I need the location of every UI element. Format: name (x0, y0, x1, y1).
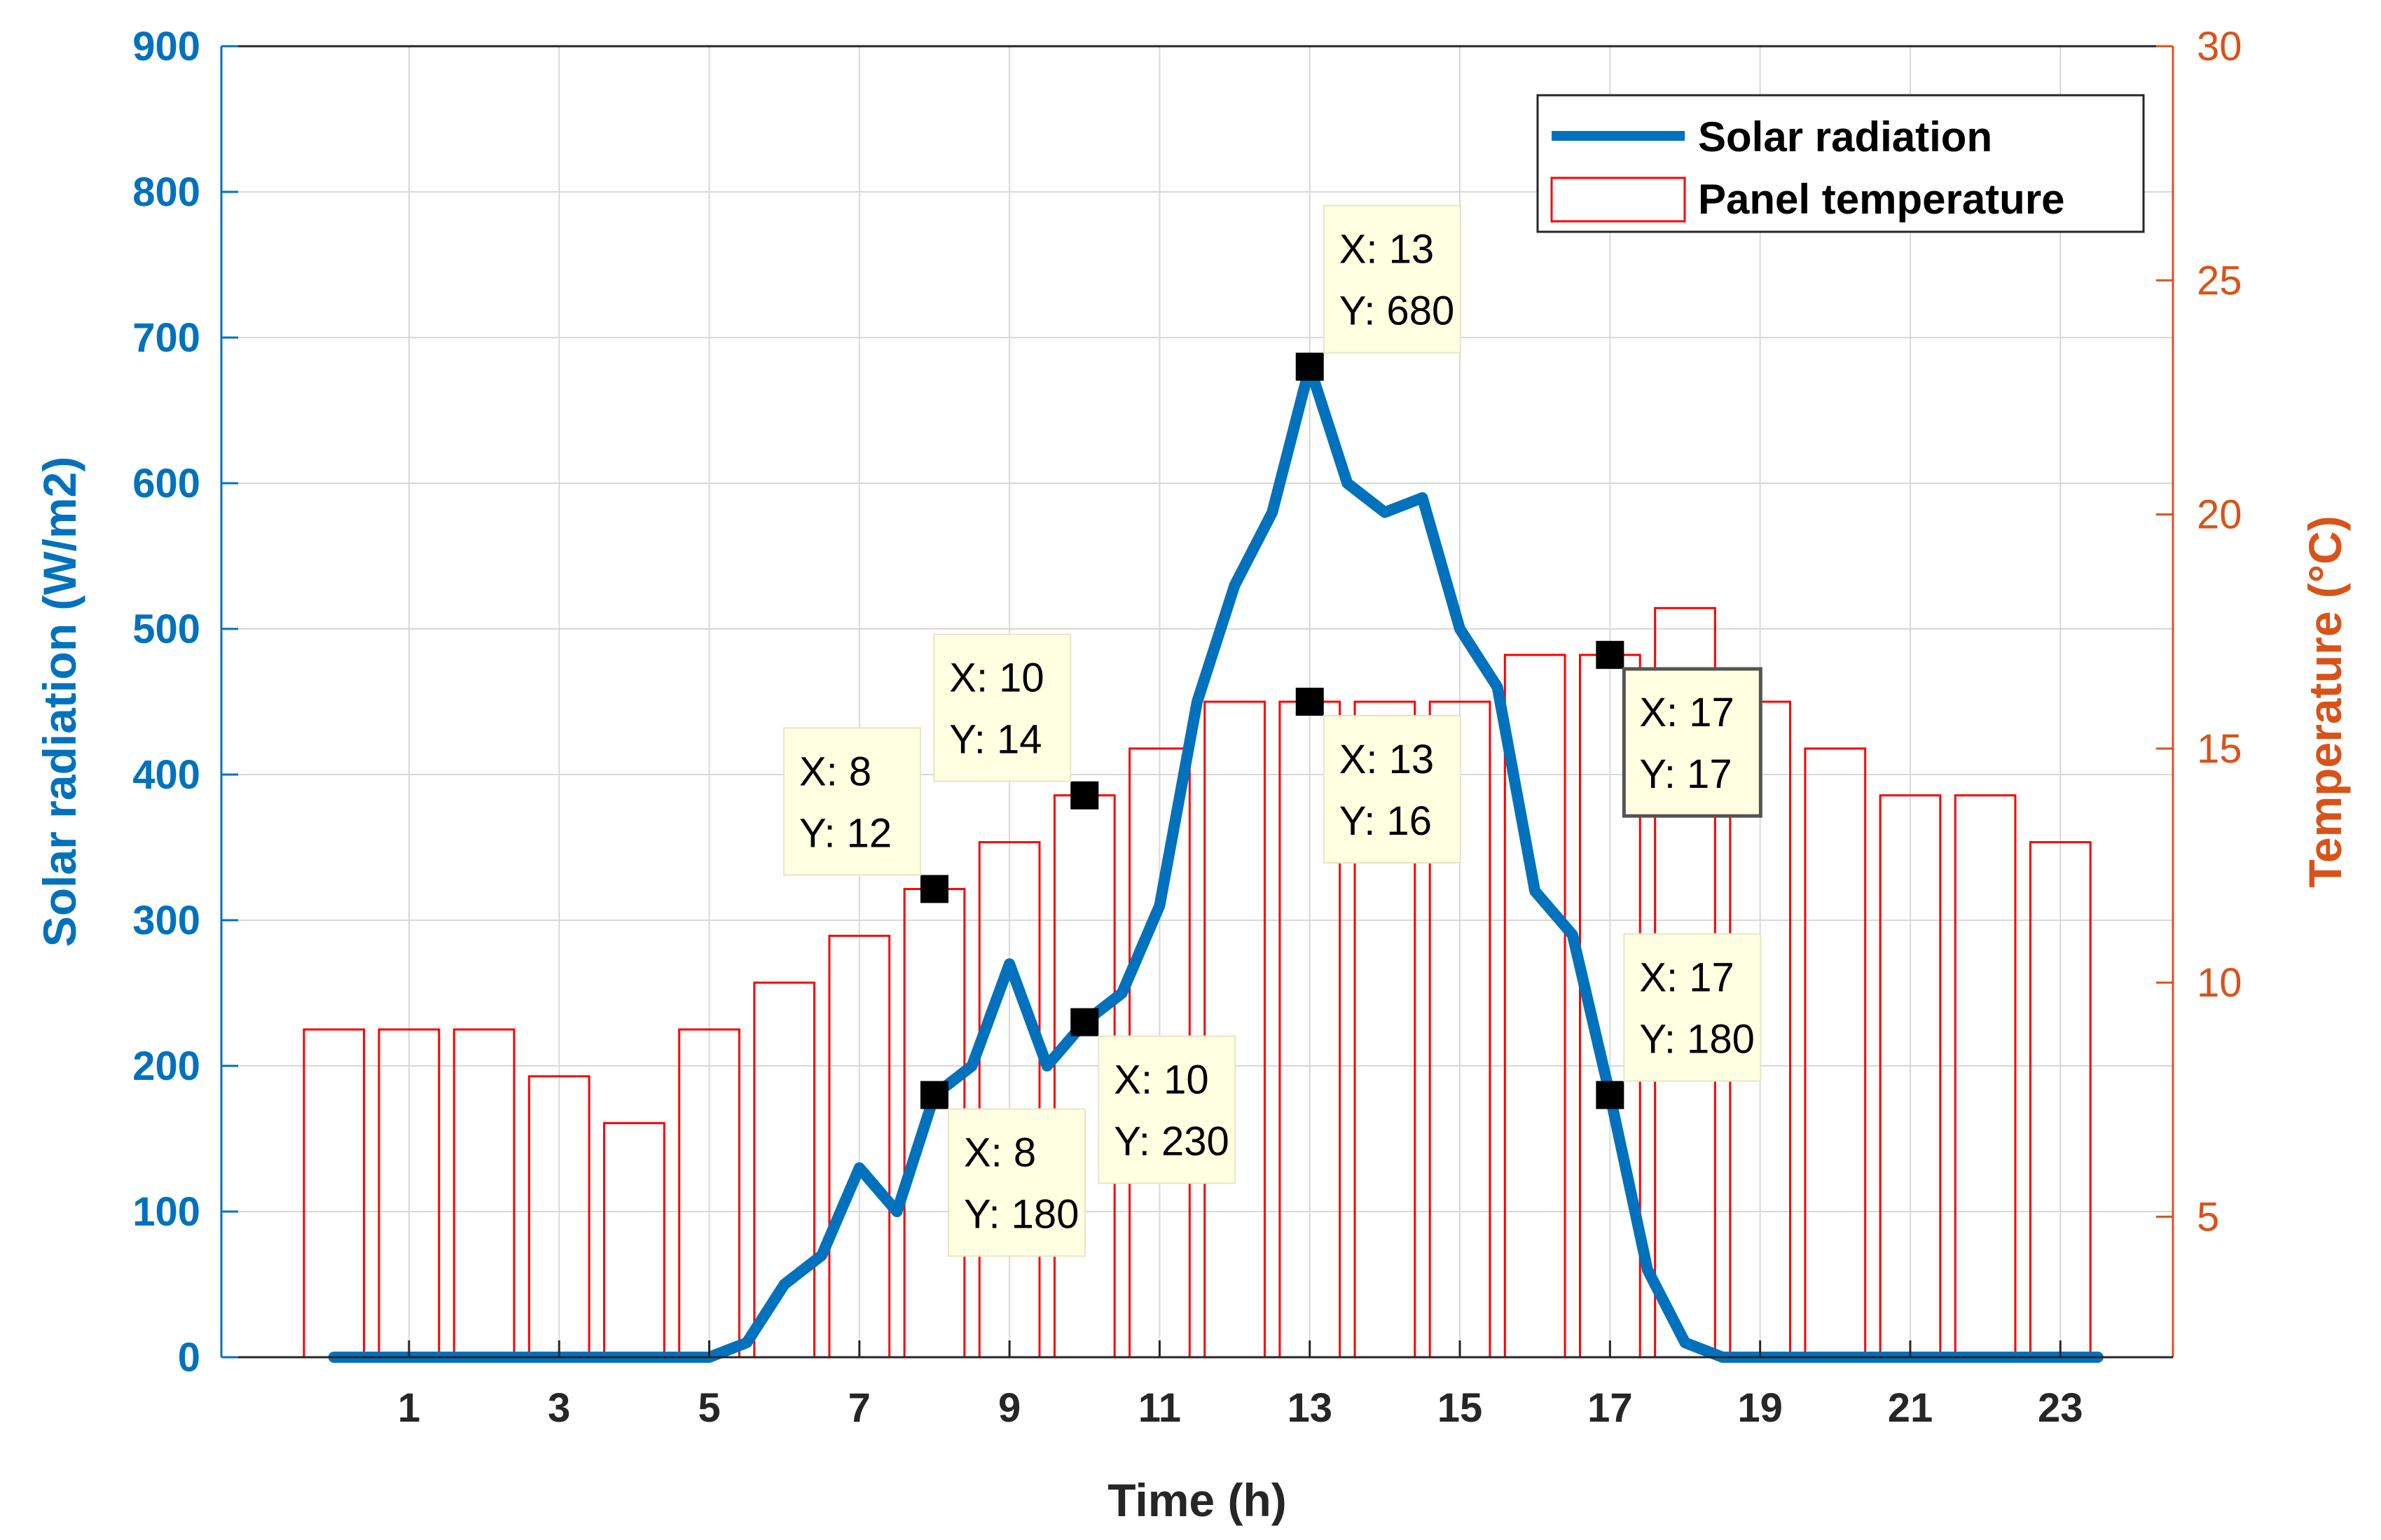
data-tip-y: Y: 180 (964, 1192, 1079, 1237)
data-tip-x: X: 8 (964, 1130, 1036, 1176)
left-axis-title: Solar radiation (W/m2) (34, 457, 85, 947)
x-tick-label: 19 (1737, 1385, 1783, 1431)
left-tick-label: 800 (132, 169, 200, 215)
right-tick-label: 10 (2197, 960, 2242, 1006)
data-tip-marker (1596, 1081, 1624, 1109)
data-tip-marker (1295, 688, 1324, 716)
data-tip: X: 17 Y: 180 (1623, 933, 1762, 1082)
data-tip-markers (920, 352, 1624, 1109)
left-tick-label: 300 (132, 898, 200, 943)
data-tip-box (933, 633, 1072, 782)
data-tip-x: X: 17 (1639, 955, 1734, 1001)
data-tip-marker (1295, 352, 1324, 381)
data-tip-marker (920, 1081, 948, 1109)
data-tip-x: X: 13 (1339, 227, 1434, 272)
data-tip-box (782, 727, 921, 876)
right-tick-label: 25 (2197, 258, 2242, 303)
right-axis-title: Temperature (°C) (2299, 515, 2351, 887)
x-tick-label: 15 (1437, 1385, 1483, 1431)
radiation-line-group (328, 361, 2104, 1363)
x-tick-label: 23 (2038, 1385, 2083, 1431)
x-axis-title: Time (h) (1107, 1474, 1286, 1526)
left-tick-label: 500 (132, 606, 200, 652)
legend-box (1536, 94, 2145, 233)
left-tick-label: 200 (132, 1043, 200, 1089)
data-tip-x: X: 8 (799, 749, 871, 794)
data-tip-y: Y: 14 (949, 717, 1042, 763)
axes (220, 45, 2174, 1359)
data-tip-marker (1596, 641, 1624, 670)
x-tick-label: 9 (998, 1385, 1021, 1431)
x-tick-label: 1 (398, 1385, 420, 1431)
data-tip-box (947, 1108, 1086, 1257)
right-tick-label: 30 (2197, 24, 2242, 69)
data-tips: X: 13 Y: 680 X: 10 Y: 14 X: 8 Y: 12 X: 13 Y: 16… (782, 204, 1762, 1257)
legend-radiation-label: Solar radiation (1698, 113, 1992, 160)
data-tip-y: Y: 12 (799, 810, 892, 856)
x-tick-label: 5 (698, 1385, 720, 1431)
left-tick-label: 400 (132, 752, 200, 798)
x-tick-label: 13 (1287, 1385, 1332, 1431)
radiation-line (328, 361, 2104, 1363)
data-tip-x: X: 10 (949, 655, 1044, 701)
legend-temperature-label: Panel temperature (1698, 176, 2065, 223)
right-tick-label: 20 (2197, 492, 2242, 538)
data-tip-marker (1070, 1008, 1099, 1036)
data-tip-box (1098, 1035, 1236, 1184)
data-tip-y: Y: 680 (1339, 289, 1454, 334)
data-tip: X: 10 Y: 14 (933, 633, 1072, 782)
legend: Solar radiation Panel temperature (1536, 94, 2145, 233)
x-tick-label: 17 (1587, 1385, 1633, 1431)
x-tick-label: 21 (1888, 1385, 1933, 1431)
tick-labels: 0100200300400500600700800900510152025301… (132, 24, 2242, 1431)
data-tip: X: 10 Y: 230 (1098, 1035, 1236, 1184)
data-tip-box (1323, 204, 1461, 354)
data-tip: X: 8 Y: 180 (947, 1108, 1086, 1257)
x-tick-label: 11 (1138, 1385, 1181, 1431)
data-tip: X: 13 Y: 680 (1323, 204, 1461, 354)
left-tick-label: 100 (132, 1189, 200, 1235)
left-tick-label: 700 (132, 315, 200, 361)
data-tip-x: X: 13 (1339, 737, 1434, 782)
left-tick-label: 600 (132, 461, 200, 506)
data-tip-y: Y: 180 (1639, 1017, 1754, 1062)
right-tick-label: 5 (2197, 1194, 2219, 1240)
left-tick-label: 900 (132, 24, 200, 69)
left-tick-label: 0 (178, 1335, 200, 1380)
data-tip-y: Y: 16 (1339, 798, 1432, 844)
data-tip: X: 13 Y: 16 (1323, 715, 1461, 863)
data-tip-marker (1070, 781, 1099, 810)
x-tick-label: 7 (848, 1385, 871, 1431)
data-tip-marker (920, 875, 948, 903)
legend-temperature-swatch (1550, 176, 1686, 223)
data-tip: X: 17 Y: 17 (1622, 667, 1762, 818)
data-tip-box (1622, 667, 1762, 818)
data-tip-y: Y: 230 (1114, 1119, 1229, 1165)
data-tip-y: Y: 17 (1639, 751, 1732, 797)
data-tip-box (1323, 715, 1461, 863)
right-tick-label: 15 (2197, 726, 2242, 772)
data-tip-x: X: 10 (1114, 1057, 1208, 1103)
x-tick-label: 3 (548, 1385, 570, 1431)
data-tip-x: X: 17 (1639, 690, 1734, 735)
data-tip: X: 8 Y: 12 (782, 727, 921, 876)
data-tip-box (1623, 933, 1762, 1082)
